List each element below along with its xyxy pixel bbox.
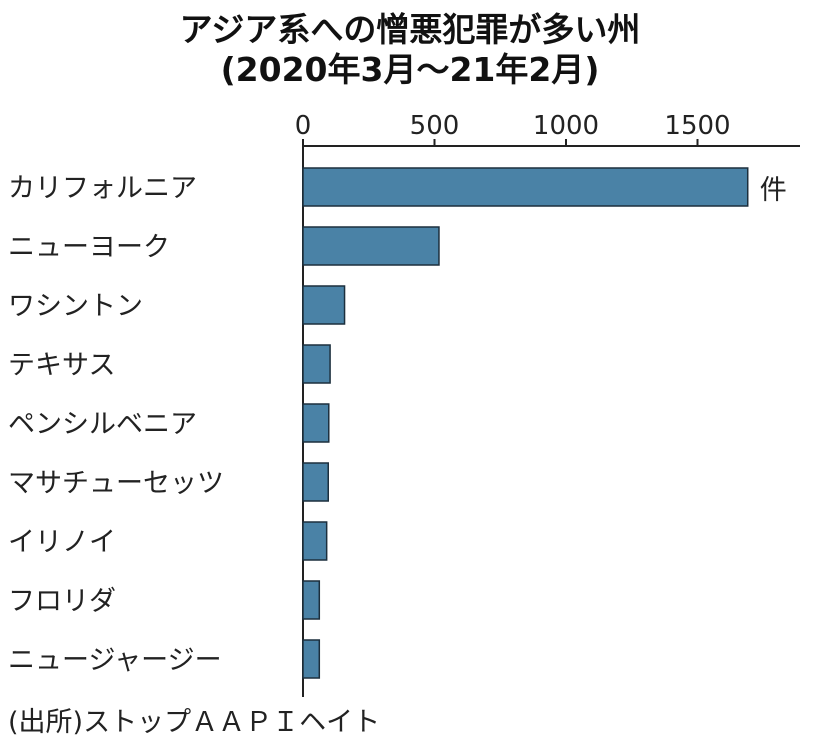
chart-title: アジア系への憎悪犯罪が多い州 [179, 10, 641, 49]
category-label: フロリダ [8, 586, 116, 617]
unit-label: 件 [760, 175, 787, 206]
category-label: イリノイ [8, 527, 116, 558]
category-label: ワシントン [8, 291, 143, 322]
chart-subtitle: (2020年3月～21年2月) [220, 50, 600, 89]
bar [302, 462, 329, 502]
category-label: ニューヨーク [8, 232, 170, 263]
bar [302, 403, 330, 443]
category-label: カリフォルニア [8, 173, 197, 204]
x-tick-label: 1500 [664, 111, 730, 141]
source-note: (出所)ストップＡＡＰＩヘイト [8, 707, 381, 738]
x-tick-label: 0 [295, 111, 312, 141]
x-tick-label: 1000 [533, 111, 599, 141]
bar [302, 226, 440, 266]
category-label: マサチューセッツ [8, 468, 224, 499]
bar [302, 285, 346, 325]
bar [302, 639, 321, 679]
bar [302, 344, 331, 384]
bar [302, 167, 749, 207]
bar [302, 521, 328, 561]
x-tick-label: 500 [410, 111, 460, 141]
category-label: テキサス [8, 350, 115, 381]
category-label: ニュージャージー [8, 645, 222, 676]
bar [302, 580, 321, 620]
category-label: ペンシルベニア [8, 409, 197, 440]
